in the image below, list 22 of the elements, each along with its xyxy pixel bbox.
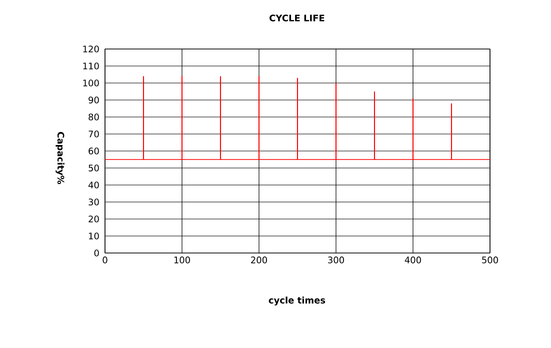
chart-title: CYCLE LIFE	[270, 14, 324, 22]
y-tick-label: 80	[88, 114, 99, 120]
y-tick-label: 90	[88, 96, 99, 104]
x-tick-label: 100	[174, 256, 190, 264]
y-tick-label: 70	[88, 130, 99, 138]
x-tick-label: 200	[251, 256, 267, 264]
x-tick-label: 0	[102, 256, 108, 264]
y-tick-label: 20	[88, 216, 99, 222]
y-tick-label: 50	[88, 164, 99, 172]
y-tick-label: 110	[83, 62, 99, 70]
y-tick-label: 120	[83, 46, 99, 52]
y-tick-label: 10	[89, 232, 99, 240]
y-tick-label: 40	[88, 182, 99, 188]
x-axis-title: cycle times	[268, 296, 326, 306]
y-axis-title: Capacity%	[56, 132, 64, 184]
y-tick-label: 100	[83, 80, 99, 86]
x-tick-label: 500	[482, 256, 498, 264]
y-tick-label: 0	[94, 250, 99, 256]
x-tick-label: 400	[404, 256, 421, 264]
y-tick-label: 30	[88, 198, 99, 206]
y-tick-label: 60	[88, 148, 99, 154]
x-tick-label: 300	[328, 256, 344, 264]
